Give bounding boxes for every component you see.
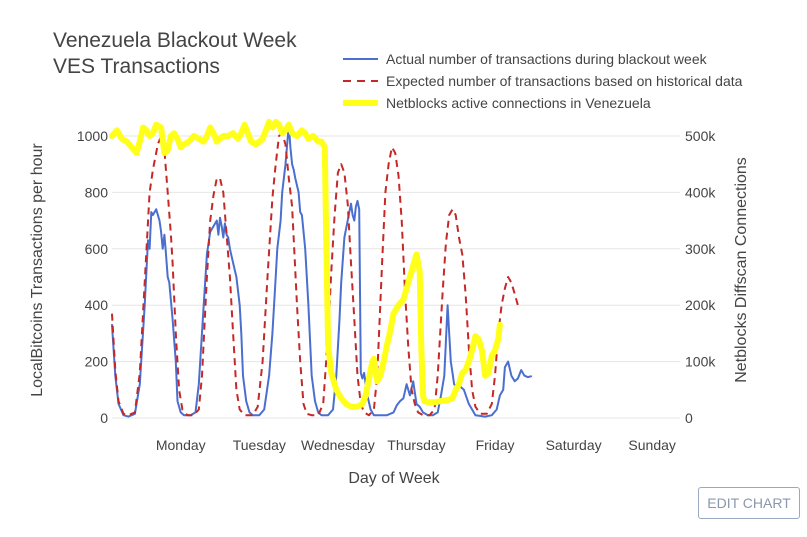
y-tick-label: 200: [85, 354, 109, 370]
legend[interactable]: Actual number of transactions during bla…: [343, 51, 743, 111]
x-axis-title: Day of Week: [348, 470, 440, 487]
chart-title-line-2: VES Transactions: [53, 55, 220, 78]
x-tick-label: Tuesday: [233, 437, 286, 453]
legend-item-expected[interactable]: Expected number of transactions based on…: [343, 73, 743, 89]
x-tick-label: Thursday: [387, 437, 445, 453]
y2-tick-label: 200k: [685, 297, 716, 313]
legend-label-netblocks: Netblocks active connections in Venezuel…: [386, 95, 651, 111]
y-tick-label: 800: [85, 184, 109, 200]
x-axis: Monday Tuesday Wednesday Thursday Friday Satu…: [156, 437, 676, 453]
x-tick-label: Saturday: [546, 437, 602, 453]
series-actual-line: [111, 123, 532, 418]
y-axis-right: 0 100k 200k 300k 400k 500k: [685, 128, 716, 426]
series-netblocks-line: [109, 118, 503, 410]
y-tick-label: 0: [100, 410, 108, 426]
y2-axis-title: Netblocks Diffscan Connections: [733, 157, 750, 383]
y-tick-label: 600: [85, 241, 109, 257]
y2-tick-label: 400k: [685, 184, 716, 200]
x-tick-label: Monday: [156, 437, 206, 453]
legend-label-actual: Actual number of transactions during bla…: [386, 51, 708, 67]
legend-item-actual[interactable]: Actual number of transactions during bla…: [343, 51, 708, 67]
y2-tick-label: 500k: [685, 128, 716, 144]
chart-title-line-1: Venezuela Blackout Week: [53, 29, 297, 52]
y2-tick-label: 300k: [685, 241, 716, 257]
edit-chart-button[interactable]: EDIT CHART: [698, 487, 800, 519]
series-layer: [109, 118, 532, 418]
y-axis-title: LocalBitcoins Transactions per hour: [29, 143, 46, 397]
grid: [112, 135, 680, 419]
series-expected-line: [111, 132, 519, 417]
y2-tick-label: 100k: [685, 354, 716, 370]
y2-tick-label: 0: [685, 410, 693, 426]
x-tick-label: Sunday: [628, 437, 675, 453]
x-tick-label: Friday: [476, 437, 515, 453]
y-axis-left: 0 200 400 600 800 1000: [77, 128, 108, 426]
legend-label-expected: Expected number of transactions based on…: [386, 73, 743, 89]
y-tick-label: 400: [85, 297, 109, 313]
x-tick-label: Wednesday: [301, 437, 375, 453]
y-tick-label: 1000: [77, 128, 108, 144]
legend-item-netblocks[interactable]: Netblocks active connections in Venezuel…: [343, 95, 651, 111]
